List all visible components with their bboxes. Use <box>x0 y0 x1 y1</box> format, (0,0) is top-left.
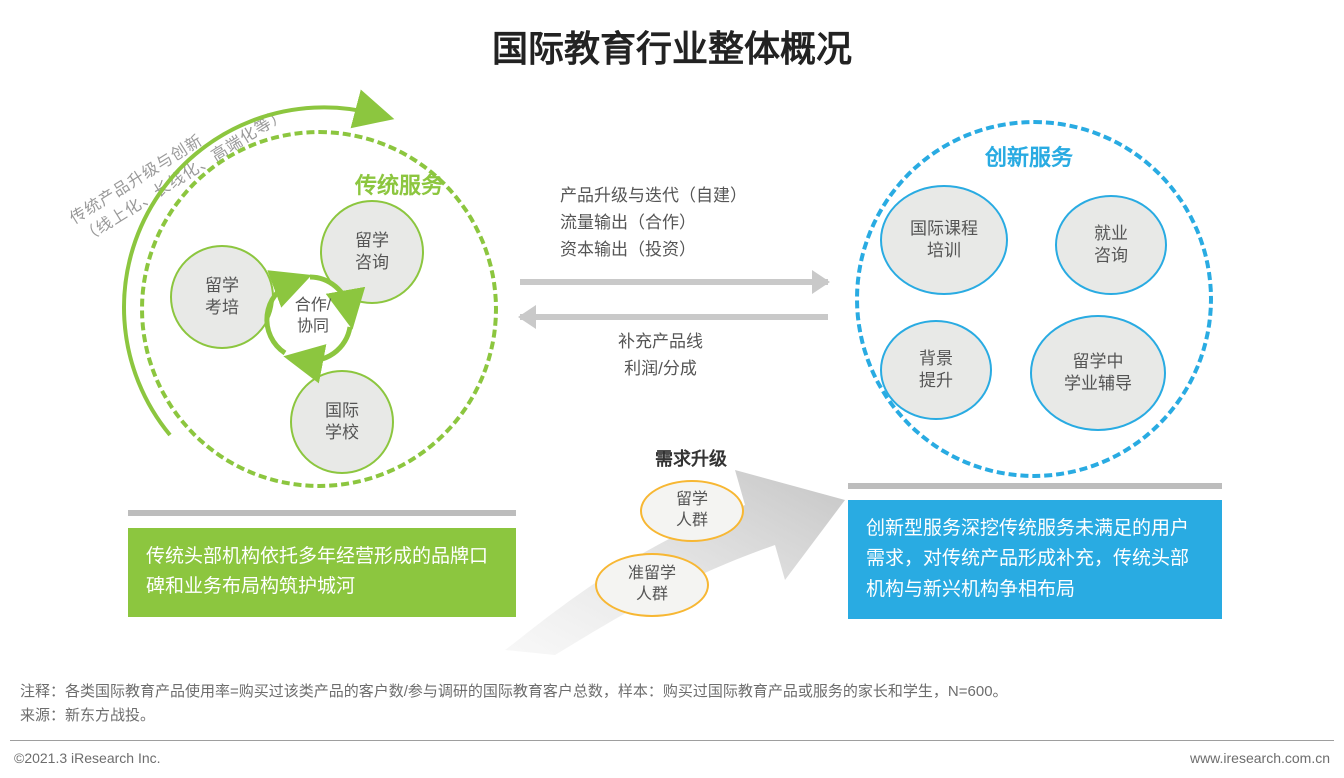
node-international-school: 国际 学校 <box>290 370 394 474</box>
node-career-consulting: 就业 咨询 <box>1055 195 1167 295</box>
node-intl-curriculum: 国际课程 培训 <box>880 185 1008 295</box>
arrow-bottom-text: 补充产品线 利润/分成 <box>618 328 703 382</box>
innovation-services-label: 创新服务 <box>985 140 1073 172</box>
arrow-to-right <box>520 270 828 294</box>
caption-bar-right <box>848 483 1222 489</box>
footnote-line1: 注释：各类国际教育产品使用率=购买过该类产品的客户数/参与调研的国际教育客户总数… <box>20 680 1008 701</box>
footnote-line2: 来源：新东方战投。 <box>20 704 155 725</box>
node-background-boost: 背景 提升 <box>880 320 992 420</box>
arrow-to-left <box>520 305 828 329</box>
traditional-services-label: 传统服务 <box>355 168 443 200</box>
caption-traditional: 传统头部机构依托多年经营形成的品牌口碑和业务布局构筑护城河 <box>128 528 516 617</box>
synergy-center-label: 合作/ 协同 <box>288 296 338 338</box>
footer-url: www.iresearch.com.cn <box>1190 750 1330 766</box>
page-title: 国际教育行业整体概况 <box>0 20 1344 72</box>
footer-separator <box>10 740 1334 741</box>
arrow-top-text: 产品升级与迭代（自建） 流量输出（合作） 资本输出（投资） <box>560 182 747 264</box>
user-study-abroad: 留学 人群 <box>640 480 744 542</box>
caption-innovation: 创新型服务深挖传统服务未满足的用户需求，对传统产品形成补充，传统头部机构与新兴机… <box>848 500 1222 619</box>
footer-copyright: ©2021.3 iResearch Inc. <box>14 750 161 766</box>
demand-upgrade-label: 需求升级 <box>655 445 727 471</box>
caption-bar-left <box>128 510 516 516</box>
user-pre-study-abroad: 准留学 人群 <box>595 553 709 617</box>
node-academic-tutoring: 留学中 学业辅导 <box>1030 315 1166 431</box>
innovation-services-circle <box>855 120 1213 478</box>
